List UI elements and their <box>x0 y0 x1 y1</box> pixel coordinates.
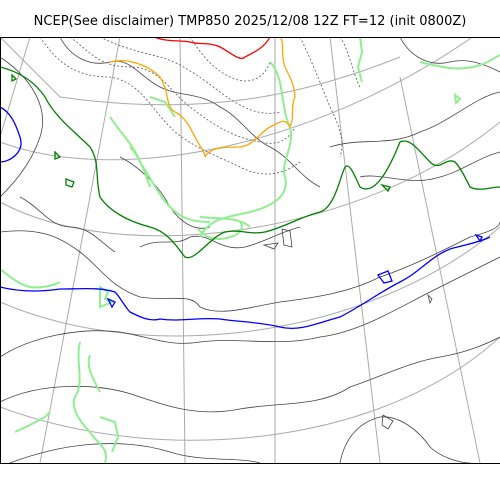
dotted-isotherms <box>39 37 361 175</box>
weather-map <box>0 37 500 463</box>
red-isotherm <box>154 37 271 59</box>
orange-isotherm <box>109 37 296 158</box>
green-isotherm <box>0 66 500 259</box>
light-green-contours <box>0 37 500 463</box>
chart-title: NCEP(See disclaimer) TMP850 2025/12/08 1… <box>33 14 467 29</box>
blue-isotherm <box>0 106 491 329</box>
